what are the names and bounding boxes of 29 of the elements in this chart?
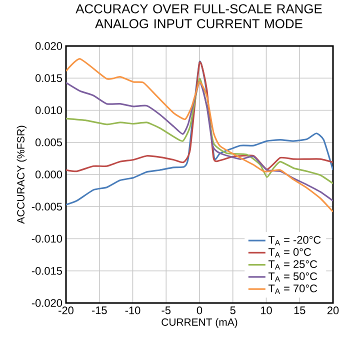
x-tick-label: 5 bbox=[230, 306, 236, 314]
y-tick-label: 0.005 bbox=[35, 138, 62, 146]
y-tick-label: 0.015 bbox=[35, 74, 62, 82]
y-tick-label: -0.015 bbox=[32, 267, 62, 275]
legend-label: T$_{A}$ = -20°C bbox=[268, 236, 321, 246]
y-tick-label: 0.020 bbox=[35, 42, 62, 50]
x-tick-label: -15 bbox=[92, 306, 107, 314]
x-tick-label: 0 bbox=[196, 306, 202, 314]
x-tick-label: 15 bbox=[294, 306, 306, 314]
line-series bbox=[66, 62, 333, 172]
y-tick-label: 0.000 bbox=[35, 170, 62, 178]
legend-label: T$_{A}$ = 50°C bbox=[268, 272, 318, 282]
legend-label: T$_{A}$ = 0°C bbox=[268, 248, 311, 258]
y-axis-title: ACCURACY (%FSR) bbox=[16, 126, 27, 224]
legend-label: T$_{A}$ = 25°C bbox=[268, 260, 318, 270]
x-tick-label: -5 bbox=[162, 306, 171, 314]
y-tick-label: -0.010 bbox=[32, 234, 62, 243]
x-tick-label: -20 bbox=[58, 306, 74, 314]
x-tick-label: 20 bbox=[327, 306, 339, 314]
line-series bbox=[66, 81, 333, 202]
legend-label: T$_{A}$ = 70°C bbox=[268, 284, 318, 294]
y-tick-label: -0.020 bbox=[32, 299, 62, 307]
x-tick-label: -10 bbox=[125, 306, 140, 314]
y-tick-label: -0.005 bbox=[32, 202, 62, 211]
x-tick-label: 10 bbox=[260, 306, 272, 314]
x-axis-title: CURRENT (mA) bbox=[162, 318, 238, 328]
y-tick-label: 0.010 bbox=[35, 106, 62, 114]
line-series bbox=[66, 78, 333, 184]
chart-title: ACCURACY OVER FULL-SCALE RANGE ANALOG INPUT CURRENT MODE bbox=[76, 4, 322, 28]
